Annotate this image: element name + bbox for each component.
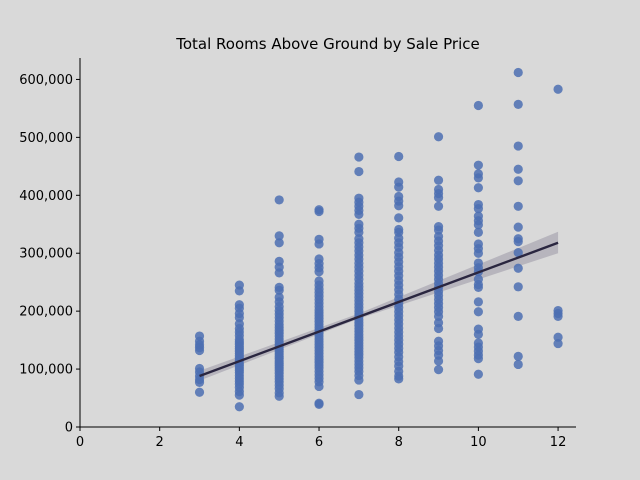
data-point — [473, 282, 483, 292]
data-point — [234, 312, 244, 323]
data-point — [473, 173, 483, 183]
data-point — [433, 323, 444, 334]
data-point — [473, 204, 483, 214]
data-point — [274, 195, 284, 205]
x-tick-label: 4 — [235, 435, 243, 450]
data-point — [433, 201, 444, 211]
data-point — [473, 369, 483, 379]
data-point — [433, 365, 444, 375]
data-point — [513, 237, 523, 247]
data-point — [513, 141, 523, 151]
data-point — [513, 282, 523, 292]
data-point — [473, 297, 483, 307]
data-point — [194, 377, 205, 387]
x-tick-label: 8 — [395, 435, 403, 450]
axes-layer: 0 2 4 6 8 10 12 0 100,000 200,000 300,000 400,000 50… — [19, 58, 576, 450]
data-point — [314, 399, 324, 410]
data-point — [314, 381, 324, 392]
plot-background — [80, 58, 576, 427]
data-point — [433, 356, 444, 366]
data-point — [473, 248, 483, 258]
data-point — [433, 225, 444, 235]
data-point — [553, 84, 563, 94]
data-points-layer — [194, 67, 563, 412]
data-point — [553, 311, 563, 321]
data-point — [473, 100, 483, 111]
data-point — [473, 307, 483, 317]
data-point — [513, 222, 523, 232]
data-point — [513, 164, 523, 174]
data-point — [354, 209, 364, 220]
data-point — [473, 329, 483, 339]
data-point — [274, 231, 284, 241]
x-tick-label: 6 — [315, 435, 323, 450]
data-point — [473, 354, 483, 364]
data-point — [394, 201, 404, 211]
data-point — [234, 286, 244, 296]
data-point — [314, 239, 324, 249]
data-point — [274, 285, 284, 295]
x-tick-label: 12 — [550, 435, 567, 450]
data-point — [513, 311, 523, 321]
data-point — [194, 387, 205, 397]
data-point — [234, 402, 244, 412]
y-tick-label: 200,000 — [19, 305, 73, 320]
y-tick-label: 400,000 — [19, 189, 73, 204]
data-point — [394, 151, 404, 162]
data-point — [513, 67, 523, 78]
data-point — [274, 238, 284, 248]
data-point — [553, 332, 563, 342]
x-tick-label: 2 — [156, 435, 164, 450]
data-point — [354, 227, 364, 237]
regression-line-layer — [199, 241, 559, 378]
data-point — [394, 182, 404, 192]
y-tick-label: 100,000 — [19, 363, 73, 378]
data-point — [354, 166, 364, 177]
data-point — [194, 345, 205, 356]
x-tick-label: 0 — [76, 435, 84, 450]
data-point — [513, 176, 523, 186]
data-point — [433, 132, 444, 142]
data-point — [553, 338, 563, 349]
data-point — [473, 220, 483, 230]
data-point — [314, 206, 324, 217]
regression-line — [199, 241, 559, 378]
y-tick-label: 600,000 — [19, 73, 73, 88]
y-tick-label: 0 — [65, 421, 73, 436]
data-point — [274, 391, 284, 401]
data-point — [274, 268, 284, 278]
x-tick-label: 10 — [470, 435, 487, 450]
data-point — [473, 183, 483, 193]
data-point — [513, 359, 523, 370]
data-point — [513, 201, 523, 211]
data-point — [433, 311, 444, 321]
data-point — [394, 213, 404, 223]
data-point — [354, 375, 364, 385]
y-tick-label: 300,000 — [19, 247, 73, 262]
data-point — [513, 99, 523, 109]
data-point — [394, 374, 404, 384]
data-point — [234, 390, 244, 400]
data-point — [513, 248, 523, 258]
data-point — [473, 227, 483, 237]
data-point — [513, 263, 523, 273]
chart-title: Total Rooms Above Ground by Sale Price — [175, 35, 480, 53]
data-point — [354, 389, 364, 400]
data-point — [473, 160, 483, 170]
data-point — [314, 267, 324, 277]
data-point — [433, 175, 444, 185]
data-point — [354, 152, 364, 162]
data-point — [513, 351, 523, 361]
data-point — [433, 193, 444, 203]
y-tick-label: 500,000 — [19, 131, 73, 146]
